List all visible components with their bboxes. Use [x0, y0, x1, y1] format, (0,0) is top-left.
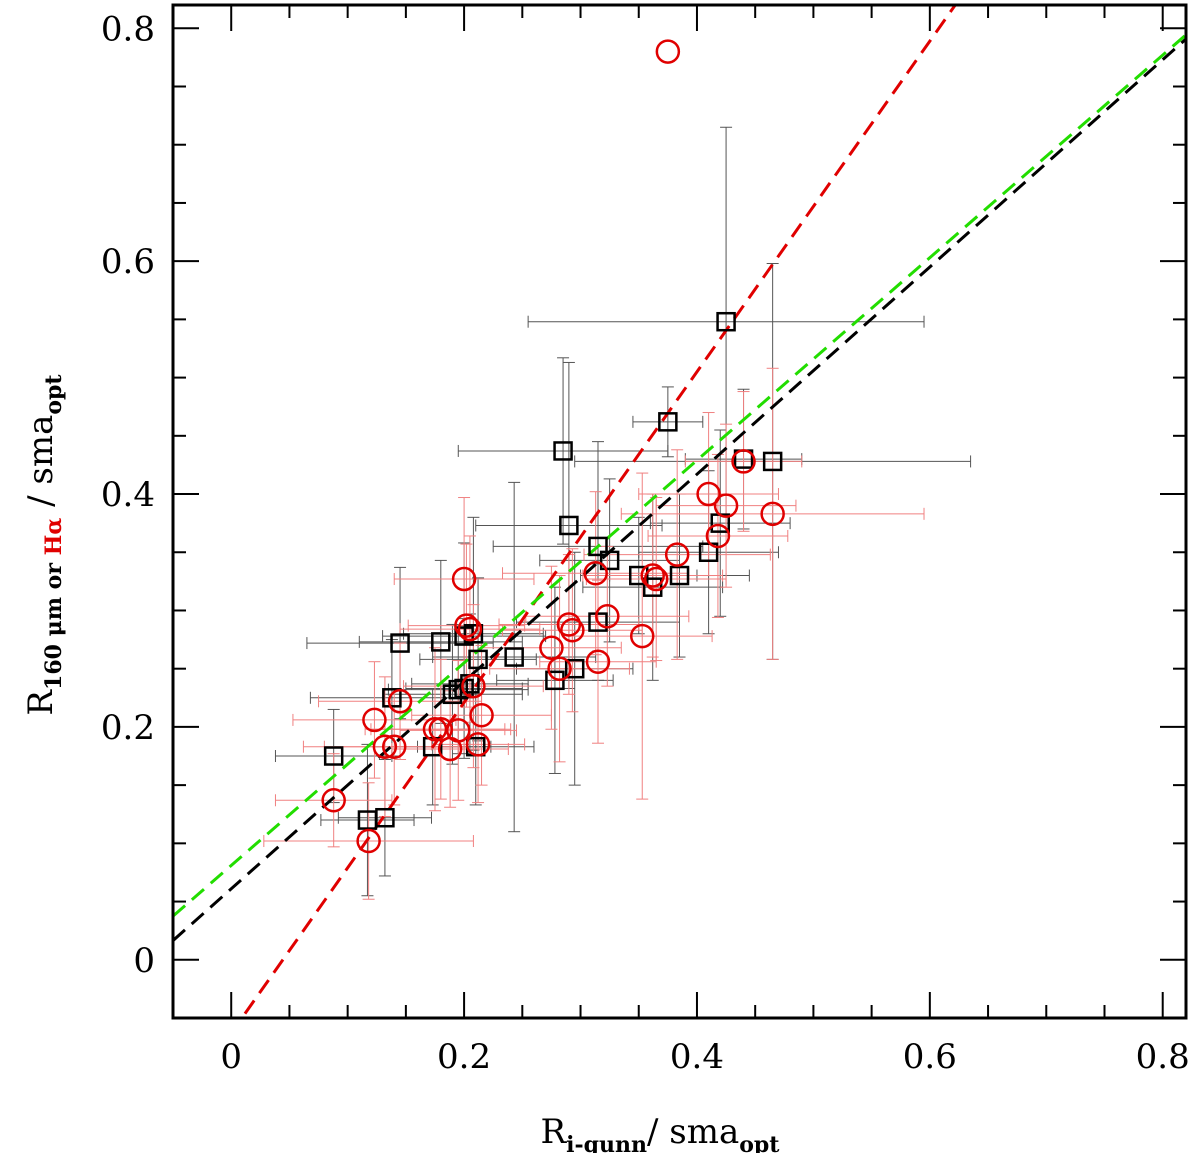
circle-marker [713, 493, 739, 518]
square-marker [658, 412, 678, 432]
square-marker [442, 684, 463, 705]
circle-marker [583, 560, 608, 586]
circle-marker [556, 612, 582, 637]
square-marker [545, 670, 565, 691]
square-marker [504, 647, 524, 667]
circle-marker [321, 788, 346, 813]
square-marker [375, 807, 395, 828]
circle-marker [422, 716, 448, 742]
square-marker [628, 565, 649, 586]
y-tick-label: 0.4 [101, 475, 155, 515]
square-marker [390, 633, 410, 653]
circle-marker [595, 604, 620, 629]
circle-marker [461, 673, 486, 699]
circle-marker [696, 481, 721, 507]
y-axis-label: R160 μm or Hα / smaopt [21, 374, 67, 716]
circle-marker [465, 732, 491, 757]
x-tick-label: 0.8 [1136, 1037, 1190, 1077]
y-tick-label: 0.6 [101, 242, 155, 282]
square-marker [431, 632, 451, 652]
circle-marker [387, 689, 413, 714]
circle-marker [640, 563, 665, 588]
x-axis-label: Ri-gunn/ smaopt [541, 1112, 781, 1153]
x-tick-label: 0 [220, 1037, 242, 1077]
circle-marker [446, 718, 471, 743]
square-marker [669, 565, 690, 586]
plot-frame [171, 3, 1188, 1020]
circle-marker [760, 501, 785, 527]
square-marker [323, 746, 344, 766]
square-marker [588, 612, 608, 632]
circle-marker [454, 613, 479, 638]
y-tick-label: 0 [133, 941, 155, 981]
circle-marker [428, 716, 454, 742]
square-marker [599, 550, 620, 571]
x-tick-label: 0.6 [903, 1037, 957, 1077]
circle-marker [451, 566, 477, 592]
square-marker [468, 649, 488, 670]
fit-line [173, 33, 1186, 918]
fit-line [240, 5, 958, 1018]
circle-marker [643, 566, 669, 592]
square-marker [559, 515, 579, 536]
circle-marker [655, 39, 681, 64]
circle-marker [381, 734, 407, 759]
circle-marker [705, 523, 731, 549]
circle-marker [539, 635, 564, 660]
circle-marker [664, 542, 690, 567]
square-marker [382, 688, 402, 708]
fit-line [173, 37, 1186, 942]
circle-marker [469, 703, 494, 728]
tick-labels: 0 0.2 0.4 0.6 0.8 0 0.2 0.4 0.6 0.8 [101, 9, 1190, 1077]
axis-ticks [172, 5, 1186, 1019]
data-markers [321, 39, 785, 854]
circle-marker [362, 707, 387, 733]
square-marker [762, 451, 783, 472]
square-marker [588, 536, 608, 557]
square-marker [564, 658, 585, 679]
circle-marker [731, 449, 756, 474]
circle-marker [629, 623, 655, 649]
y-tick-label: 0.8 [101, 9, 155, 49]
circle-marker [356, 828, 381, 854]
circle-marker [372, 734, 398, 759]
circle-marker [547, 656, 572, 681]
square-marker [716, 311, 736, 332]
error-bars [263, 126, 972, 900]
circle-marker [457, 616, 483, 642]
x-tick-label: 0.2 [437, 1037, 491, 1077]
circle-marker [560, 618, 585, 643]
square-marker [553, 441, 573, 461]
circle-marker [585, 649, 611, 674]
square-marker [463, 624, 484, 644]
x-tick-label: 0.4 [670, 1037, 724, 1077]
square-marker [642, 577, 663, 597]
y-tick-label: 0.2 [101, 708, 155, 748]
fit-lines [173, 5, 1186, 1018]
